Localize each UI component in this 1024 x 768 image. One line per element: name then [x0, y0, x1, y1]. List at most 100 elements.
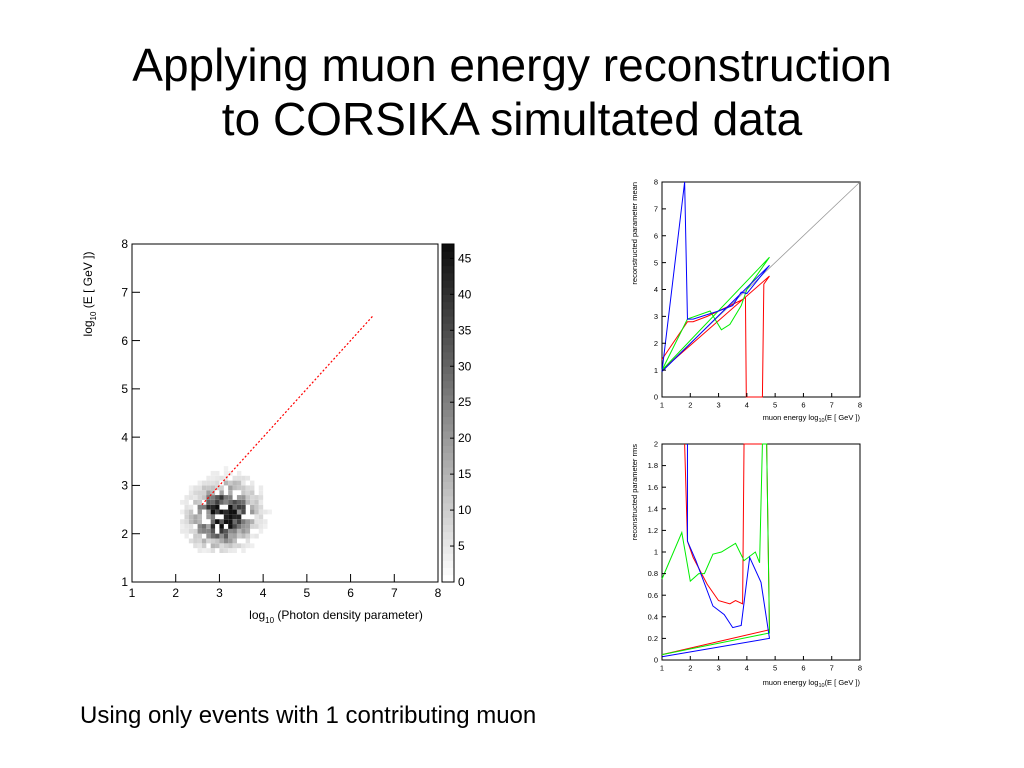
heatmap-cell	[236, 533, 242, 539]
heatmap-cell	[210, 528, 216, 534]
heatmap-cell	[215, 533, 220, 539]
colorbar-step	[442, 416, 454, 425]
heatmap-cell	[263, 524, 268, 529]
heatmap-cell	[236, 504, 242, 510]
series-line-2	[661, 256, 770, 371]
heatmap-cell	[188, 538, 194, 544]
y-tick-label: 7	[654, 205, 658, 214]
heatmap-cell	[210, 548, 216, 553]
heatmap-cell	[197, 514, 202, 520]
heatmap-cell	[228, 543, 233, 549]
heatmap-cell	[197, 528, 202, 534]
x-tick-label: 4	[260, 586, 267, 600]
heatmap-cell	[197, 509, 202, 515]
heatmap-cell	[236, 543, 242, 549]
heatmap-cell	[250, 499, 255, 505]
heatmap-cell	[197, 524, 202, 529]
heatmap-cell	[219, 524, 224, 529]
heatmap-cell	[254, 504, 259, 510]
colorbar-step	[442, 337, 454, 346]
heatmap-cell	[223, 495, 229, 500]
colorbar-step	[442, 531, 454, 540]
heatmap-cell	[223, 514, 229, 520]
heatmap-cell	[258, 509, 264, 515]
heatmap-cell	[210, 504, 216, 510]
heatmap-cell	[250, 495, 255, 500]
heatmap-cell	[206, 504, 211, 510]
heatmap-cell	[254, 524, 259, 529]
heatmap-cell	[232, 548, 237, 553]
colorbar-frame	[441, 243, 455, 583]
colorbar-step	[442, 265, 454, 274]
heatmap-cell	[228, 524, 233, 529]
heatmap-cell	[201, 548, 207, 553]
heatmap-cell	[180, 509, 185, 515]
colorbar: 0 5 10 15 20 25 30 35 40 45	[441, 243, 472, 589]
heatmap-cell	[241, 509, 246, 515]
colorbar-step	[442, 366, 454, 374]
y-tick-label: 1	[654, 548, 658, 557]
y-tick-label: 1	[121, 575, 128, 589]
plot-frame	[131, 243, 439, 583]
heatmap-cell	[228, 499, 233, 505]
heatmap-cell	[206, 524, 211, 529]
heatmap-cell	[236, 470, 242, 476]
heatmap-cell	[197, 490, 202, 496]
heatmap-cell	[215, 543, 220, 549]
x-axis-ticks: 1 2 3 4 5 6 7 8	[129, 574, 442, 600]
heatmap-cell	[241, 490, 246, 496]
heatmap-cell	[228, 470, 233, 476]
heatmap-cell	[215, 495, 220, 500]
heatmap-cell	[232, 543, 237, 549]
heatmap-cell	[184, 509, 189, 515]
heatmap-cell	[215, 470, 220, 476]
heatmap-cell	[258, 519, 264, 525]
heatmap-cell	[254, 495, 259, 500]
colorbar-step	[442, 452, 454, 461]
colorbar-step	[442, 287, 454, 295]
y-tick-label: 0	[654, 656, 658, 665]
heatmap-cell	[228, 514, 233, 520]
x-axis-label: log10 (Photon density parameter)	[249, 608, 423, 625]
colorbar-step	[442, 315, 454, 324]
colorbar-step	[442, 373, 454, 382]
heatmap-cell	[215, 475, 220, 481]
heatmap-cell	[184, 495, 189, 500]
colorbar-step	[442, 402, 454, 410]
colorbar-tick-label: 25	[458, 395, 472, 409]
heatmap-cell	[206, 490, 211, 496]
heatmap-cell	[206, 499, 211, 505]
y-tick-label: 7	[121, 285, 128, 299]
heatmap-cell	[180, 519, 185, 525]
heatmap-cell	[258, 485, 264, 491]
heatmap-cell	[241, 543, 246, 549]
heatmap-cell	[206, 538, 211, 544]
heatmap-cell	[184, 504, 189, 510]
heatmap-cell	[184, 528, 189, 534]
heatmap-cell	[188, 485, 194, 491]
x-tick-label: 3	[716, 401, 720, 410]
heatmap-cell	[188, 519, 194, 525]
x-axis-ticks: 1 2 3 4 5 6 7 8	[660, 393, 862, 410]
colorbar-tick-label: 20	[458, 431, 472, 445]
heatmap-cell	[219, 548, 224, 553]
heatmap-cell	[219, 519, 224, 525]
heatmap-cell	[232, 485, 237, 491]
colorbar-step	[442, 251, 454, 259]
heatmap-cell	[215, 509, 220, 515]
colorbar-step	[442, 351, 454, 360]
heatmap-cell	[236, 480, 242, 486]
heatmap-cell	[215, 480, 220, 486]
heatmap-cell	[223, 466, 229, 471]
heatmap-cell	[241, 495, 246, 500]
heatmap-cells	[180, 466, 272, 553]
heatmap-cell	[193, 538, 198, 544]
heatmap-cell	[241, 504, 246, 510]
heatmap-cell	[197, 504, 202, 510]
y-tick-label: 5	[121, 382, 128, 396]
heatmap-cell	[184, 519, 189, 525]
y-tick-label: 0.8	[648, 569, 658, 578]
heatmap-cell	[245, 543, 251, 549]
heatmap-cell	[254, 499, 259, 505]
